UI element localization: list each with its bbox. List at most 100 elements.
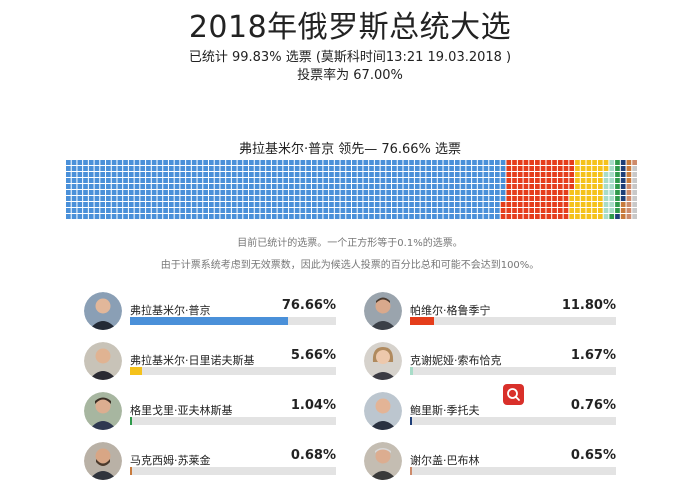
search-button[interactable] [503, 384, 524, 405]
waffle-square [140, 214, 146, 219]
waffle-square [575, 190, 580, 195]
waffle-square [466, 172, 472, 177]
waffle-square [460, 202, 466, 207]
waffle-square [432, 166, 437, 171]
waffle-square [83, 178, 88, 183]
waffle-square [454, 208, 460, 213]
waffle-square [83, 184, 88, 189]
waffle-square [289, 160, 294, 165]
waffle-square [289, 166, 294, 171]
waffle-square [523, 160, 529, 165]
candidate-percent: 5.66% [290, 348, 336, 363]
waffle-square [466, 202, 472, 207]
candidate-percent: 0.65% [570, 448, 616, 463]
waffle-square [483, 178, 489, 183]
waffle-square [106, 214, 111, 219]
waffle-square [203, 166, 208, 171]
waffle-square [477, 178, 483, 183]
waffle-square [94, 190, 100, 195]
waffle-square [615, 214, 620, 219]
waffle-square [128, 172, 134, 177]
waffle-square [220, 196, 226, 201]
waffle-square [409, 160, 414, 165]
waffle-square [317, 202, 323, 207]
waffle-square [477, 202, 483, 207]
waffle-note: 目前已统计的选票。一个正方形等于0.1%的选票。 [237, 238, 463, 249]
waffle-square [546, 202, 552, 207]
waffle-square [311, 208, 317, 213]
waffle-square [575, 214, 580, 219]
waffle-square [71, 160, 77, 165]
waffle-square [340, 190, 346, 195]
waffle-square [168, 160, 174, 165]
waffle-square [106, 166, 111, 171]
waffle-square [277, 166, 283, 171]
waffle-square [311, 178, 317, 183]
waffle-square [151, 172, 157, 177]
waffle-square [94, 208, 100, 213]
waffle-square [615, 196, 620, 201]
waffle-square [157, 196, 163, 201]
waffle-square [123, 178, 128, 183]
waffle-square [83, 160, 88, 165]
waffle-square [420, 202, 426, 207]
waffle-square [563, 208, 569, 213]
waffle-square [557, 166, 563, 171]
waffle-square [146, 178, 151, 183]
candidate-percent: 1.04% [290, 398, 336, 413]
waffle-square [369, 196, 374, 201]
waffle-square [523, 208, 529, 213]
waffle-square [77, 166, 83, 171]
waffle-square [329, 190, 334, 195]
waffle-square [134, 202, 140, 207]
waffle-square [146, 214, 151, 219]
waffle-square [134, 160, 140, 165]
waffle-square [483, 214, 489, 219]
turnout-status: 投票率为 67.00% [297, 68, 403, 83]
waffle-square [535, 202, 540, 207]
waffle-square [352, 214, 357, 219]
waffle-square [186, 166, 191, 171]
waffle-square [243, 196, 249, 201]
waffle-square-other [632, 202, 637, 207]
waffle-square [506, 214, 512, 219]
waffle-square [443, 178, 449, 183]
waffle-square [334, 208, 340, 213]
waffle-square [334, 178, 340, 183]
waffle-square [209, 208, 214, 213]
waffle-square [306, 166, 311, 171]
waffle-square [466, 208, 472, 213]
waffle-square [231, 190, 237, 195]
waffle-square [352, 166, 357, 171]
waffle-square [592, 196, 597, 201]
waffle-square [380, 208, 386, 213]
waffle-square [220, 172, 226, 177]
waffle-square [449, 202, 454, 207]
waffle-square [254, 202, 260, 207]
waffle-square [231, 184, 237, 189]
waffle-square [209, 166, 214, 171]
waffle-square [220, 208, 226, 213]
waffle-square [334, 196, 340, 201]
waffle-square [392, 202, 397, 207]
candidate-card-titov: 鲍里斯·季托夫 0.76% [364, 392, 634, 440]
waffle-square [249, 208, 254, 213]
waffle-square [254, 196, 260, 201]
waffle-square [254, 160, 260, 165]
waffle-square [397, 214, 403, 219]
waffle-square-other [632, 184, 637, 189]
waffle-square [214, 190, 220, 195]
waffle-square [392, 184, 397, 189]
waffle-square [374, 184, 380, 189]
result-bar-track [130, 467, 336, 475]
waffle-square [226, 196, 231, 201]
waffle-square [214, 202, 220, 207]
waffle-square [426, 166, 432, 171]
waffle-square [249, 214, 254, 219]
waffle-square [146, 184, 151, 189]
waffle-square [317, 184, 323, 189]
waffle-square [151, 208, 157, 213]
waffle-square [489, 166, 494, 171]
waffle-square [197, 178, 203, 183]
waffle-square [466, 184, 472, 189]
